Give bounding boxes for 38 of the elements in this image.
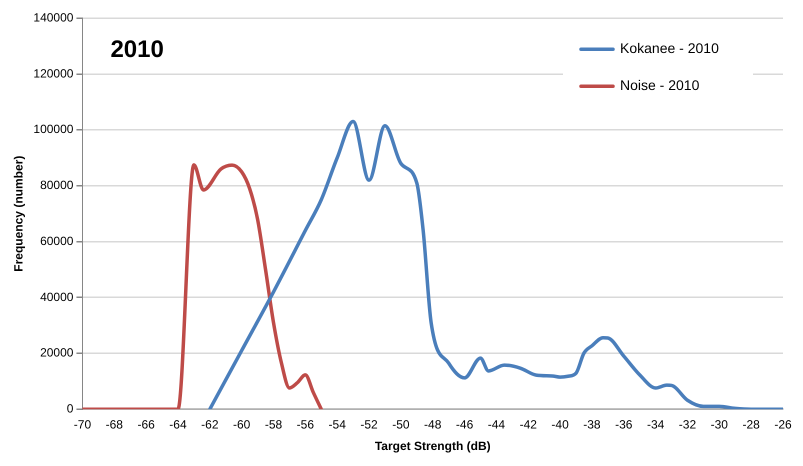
x-tick-label: -48 xyxy=(424,418,442,432)
y-tick-label: 120000 xyxy=(33,66,74,80)
annotation: 2010 xyxy=(110,36,164,63)
legend-label: Kokanee - 2010 xyxy=(620,40,720,56)
y-tick-label: 40000 xyxy=(40,290,74,304)
x-tick-label: -66 xyxy=(137,418,156,432)
line-series xyxy=(208,120,783,410)
x-tick-label: -54 xyxy=(328,418,346,432)
x-tick-label: -46 xyxy=(456,418,474,432)
y-tick-label: 140000 xyxy=(33,10,74,25)
x-tick-label: -34 xyxy=(646,418,665,432)
x-tick-label: -62 xyxy=(201,418,219,432)
x-tick-label: -38 xyxy=(583,418,601,432)
x-tick-label: -36 xyxy=(615,418,633,432)
x-tick-label: -68 xyxy=(106,418,124,432)
x-tick-label: -70 xyxy=(74,418,92,432)
line-series xyxy=(82,163,324,410)
y-tick-label: 100000 xyxy=(33,122,74,136)
x-tick-label: -28 xyxy=(742,418,760,432)
y-tick-label: 80000 xyxy=(40,178,74,192)
x-tick-label: -56 xyxy=(296,418,314,432)
y-tick-label: 0 xyxy=(66,402,74,416)
x-tick-label: -60 xyxy=(232,418,251,432)
x-tick-label: -40 xyxy=(551,418,570,432)
x-tick-label: -42 xyxy=(520,418,538,432)
x-tick-label: -32 xyxy=(678,418,696,432)
y-axis-title: Frequency (number) xyxy=(12,156,26,272)
x-tick-label: -64 xyxy=(169,418,187,432)
y-tick-label: 60000 xyxy=(40,234,74,248)
x-tick-label: -58 xyxy=(264,418,282,432)
x-tick-label: -44 xyxy=(488,418,506,432)
x-tick-label: -50 xyxy=(392,418,410,432)
y-tick-label: 20000 xyxy=(40,346,74,360)
x-tick-label: -52 xyxy=(360,418,378,432)
legend-label: Noise - 2010 xyxy=(620,77,700,94)
x-axis-title: Target Strength (dB) xyxy=(374,439,491,454)
x-tick-label: -30 xyxy=(710,418,728,432)
x-tick-label: -26 xyxy=(774,418,792,432)
